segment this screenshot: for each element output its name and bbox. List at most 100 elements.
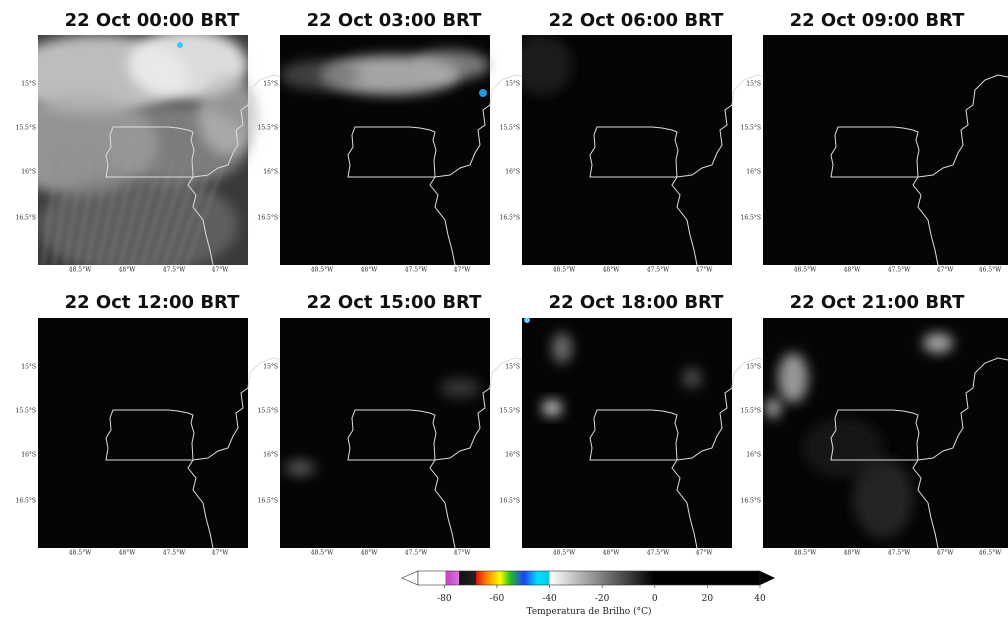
panel: 15°S15.5°S16°S16.5°S48.5°W48°W47.5°W47°W… <box>741 35 1008 274</box>
x-tick-label: 46.5°W <box>979 550 1002 557</box>
x-tick-label: 47.5°W <box>163 267 186 274</box>
y-tick-label: 16°S <box>263 169 278 176</box>
x-tick-label: 47.5°W <box>163 550 186 557</box>
colorbar-tick-label: -40 <box>542 594 557 604</box>
y-tick-label: 15°S <box>505 364 520 371</box>
x-tick-label: 47°W <box>454 550 472 557</box>
cloud <box>285 460 315 476</box>
y-tick-label: 15°S <box>21 364 36 371</box>
x-tick-label: 47°W <box>937 267 955 274</box>
cold-top <box>177 42 183 48</box>
x-tick-label: 48°W <box>603 267 621 274</box>
y-tick-label: 15.5°S <box>500 408 520 415</box>
satellite-image <box>522 317 767 548</box>
y-tick-label: 16°S <box>746 452 761 459</box>
x-tick-label: 48.5°W <box>553 267 576 274</box>
x-tick-label: 47°W <box>696 267 714 274</box>
cloud <box>803 418 883 478</box>
x-tick-label: 47°W <box>212 267 230 274</box>
y-tick-label: 16°S <box>505 169 520 176</box>
image-background <box>763 35 1008 265</box>
y-tick-label: 15°S <box>505 81 520 88</box>
panel-title: 22 Oct 21:00 BRT <box>790 292 965 313</box>
x-tick-label: 47.5°W <box>647 550 670 557</box>
x-tick-label: 48.5°W <box>69 550 92 557</box>
panel-title: 22 Oct 18:00 BRT <box>549 292 724 313</box>
colorbar-tick-label: 20 <box>702 594 714 604</box>
y-tick-label: 16.5°S <box>500 215 520 222</box>
x-tick-label: 48.5°W <box>794 267 817 274</box>
panel: 15°S 15.5°S 16°S 16.5°S 48.5°W 48°W 47.5°W 47°W <box>16 318 283 557</box>
cloud <box>542 400 562 416</box>
x-tick-label: 48°W <box>844 550 862 557</box>
cloud <box>410 50 490 80</box>
colorbar-bar <box>418 571 760 585</box>
satellite-image <box>280 318 525 548</box>
colorbar-tick-label: -20 <box>595 594 610 604</box>
y-tick-label: 16°S <box>263 452 278 459</box>
cloud <box>765 398 781 418</box>
panel-title: 22 Oct 15:00 BRT <box>307 292 482 313</box>
colorbar-tick-label: 40 <box>754 594 766 604</box>
y-tick-label: 16°S <box>746 169 761 176</box>
x-tick-label: 47°W <box>696 550 714 557</box>
colorbar-label: Temperatura de Brilho (°C) <box>527 606 652 617</box>
satellite-image <box>763 318 1008 548</box>
cloud <box>923 333 953 353</box>
x-tick-label: 47.5°W <box>647 267 670 274</box>
panel-title: 22 Oct 03:00 BRT <box>307 10 482 31</box>
image-background <box>280 318 490 548</box>
x-tick-label: 48°W <box>844 267 862 274</box>
panel: 15°S15.5°S16°S16.5°S48.5°W48°W47.5°W47°W <box>258 318 525 557</box>
panel-title: 22 Oct 06:00 BRT <box>549 10 724 31</box>
cold-top <box>524 317 530 323</box>
panel-title: 22 Oct 09:00 BRT <box>790 10 965 31</box>
panel: 15°S 15.5°S 16°S 16.5°S 48.5°W 48°W 47.5°W 47°W <box>500 35 767 274</box>
x-tick-label: 48.5°W <box>311 267 334 274</box>
x-tick-label: 48.5°W <box>794 550 817 557</box>
y-tick-label: 15°S <box>746 364 761 371</box>
y-tick-label: 15.5°S <box>258 408 278 415</box>
figure: 15°S 15.5°S 16°S 16.5°S 48.5°W 48°W 47.5°W 47°W… <box>0 0 1008 622</box>
image-background <box>38 318 248 548</box>
cloud <box>440 378 480 398</box>
panel-title: 22 Oct 12:00 BRT <box>65 292 240 313</box>
colorbar-tick-label: 0 <box>652 594 658 604</box>
y-tick-label: 16.5°S <box>16 498 36 505</box>
y-tick-label: 16.5°S <box>500 498 520 505</box>
panel: 15°S 15.5°S 16°S 16.5°S 48.5°W 48°W 47.5°W 47°W <box>0 30 283 275</box>
colorbar-extend-low <box>402 571 418 585</box>
x-tick-label: 48°W <box>361 267 379 274</box>
y-tick-label: 16°S <box>21 452 36 459</box>
y-tick-label: 16.5°S <box>741 215 761 222</box>
panel: 15°S15.5°S16°S16.5°S48.5°W48°W47.5°W47°W <box>258 35 525 274</box>
x-tick-label: 47°W <box>212 550 230 557</box>
y-tick-label: 15.5°S <box>16 125 36 132</box>
satellite-image <box>0 30 283 275</box>
cloud <box>198 75 258 155</box>
x-tick-label: 47.5°W <box>888 550 911 557</box>
satellite-image <box>38 318 283 548</box>
x-tick-label: 48°W <box>361 550 379 557</box>
x-tick-label: 48°W <box>119 550 137 557</box>
x-tick-label: 48.5°W <box>553 550 576 557</box>
y-tick-label: 15°S <box>746 81 761 88</box>
x-tick-label: 48.5°W <box>69 267 92 274</box>
x-tick-label: 47.5°W <box>888 267 911 274</box>
colorbar-tick-label: -60 <box>490 594 505 604</box>
panel-title: 22 Oct 00:00 BRT <box>65 10 240 31</box>
y-tick-label: 15.5°S <box>16 408 36 415</box>
y-tick-label: 16°S <box>21 169 36 176</box>
y-tick-label: 15.5°S <box>500 125 520 132</box>
y-tick-label: 16°S <box>505 452 520 459</box>
x-tick-label: 47°W <box>454 267 472 274</box>
x-tick-label: 48°W <box>119 267 137 274</box>
colorbar-extend-high <box>760 571 775 585</box>
y-tick-label: 15.5°S <box>741 408 761 415</box>
x-tick-label: 47.5°W <box>405 550 428 557</box>
y-tick-label: 16.5°S <box>741 498 761 505</box>
satellite-image <box>512 35 767 265</box>
y-tick-label: 16.5°S <box>258 215 278 222</box>
y-tick-label: 15°S <box>263 81 278 88</box>
